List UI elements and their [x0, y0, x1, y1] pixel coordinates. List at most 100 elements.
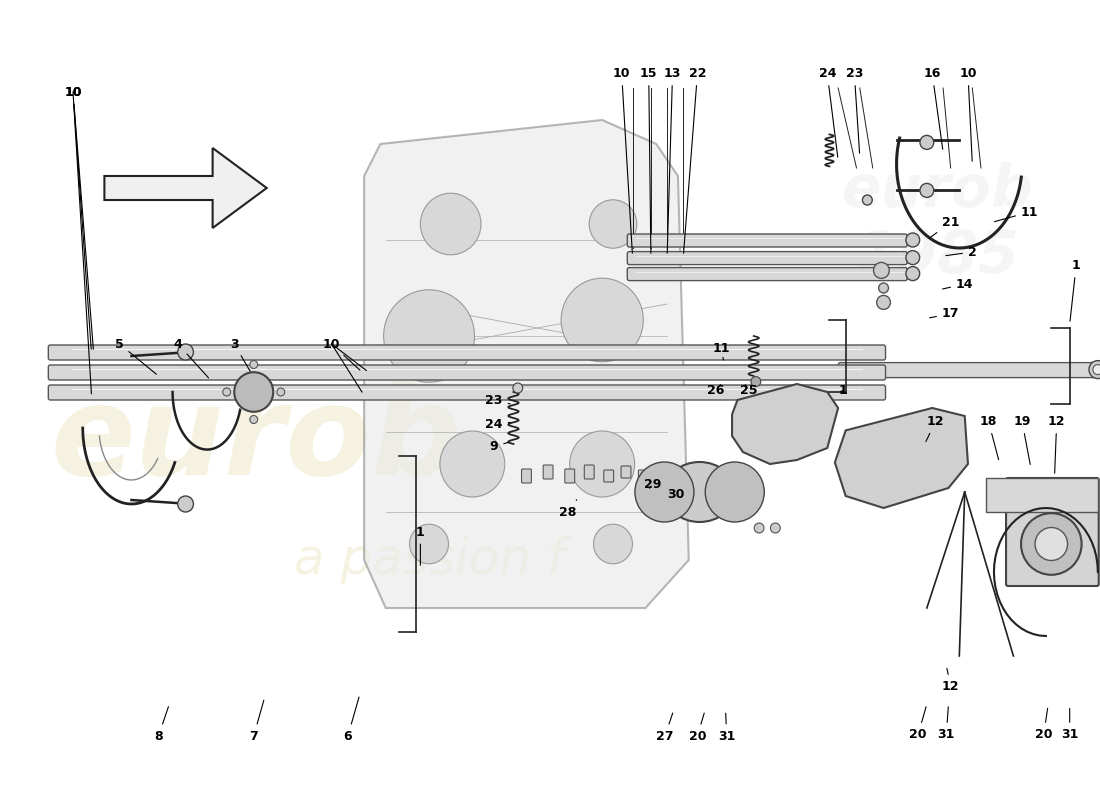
Text: 10: 10: [64, 86, 91, 350]
Text: 1: 1: [1070, 259, 1080, 322]
FancyBboxPatch shape: [627, 267, 908, 281]
FancyBboxPatch shape: [48, 345, 886, 360]
Text: 10: 10: [959, 67, 977, 162]
Circle shape: [920, 183, 934, 198]
Text: a passion f: a passion f: [294, 536, 564, 584]
Polygon shape: [364, 120, 689, 608]
FancyBboxPatch shape: [604, 470, 614, 482]
Text: eurob
1985: eurob 1985: [842, 162, 1034, 286]
Text: 22: 22: [683, 67, 706, 254]
Circle shape: [250, 415, 257, 423]
Text: 7: 7: [250, 700, 264, 742]
FancyBboxPatch shape: [838, 362, 1100, 378]
FancyBboxPatch shape: [1006, 478, 1099, 586]
Text: 21: 21: [930, 216, 959, 238]
Circle shape: [570, 431, 635, 497]
Circle shape: [277, 388, 285, 396]
Text: 12: 12: [942, 668, 959, 693]
Text: 25: 25: [739, 384, 757, 397]
Text: 24: 24: [485, 418, 510, 430]
Text: eurob: eurob: [51, 379, 461, 501]
FancyBboxPatch shape: [48, 385, 886, 400]
Circle shape: [862, 195, 872, 205]
Circle shape: [594, 524, 632, 564]
Text: 20: 20: [689, 713, 706, 742]
Text: 19: 19: [1013, 415, 1031, 465]
Text: 12: 12: [1048, 415, 1066, 474]
Text: 14: 14: [943, 278, 974, 290]
FancyBboxPatch shape: [543, 465, 553, 479]
FancyBboxPatch shape: [584, 465, 594, 479]
Text: 17: 17: [930, 307, 959, 320]
Polygon shape: [733, 384, 838, 464]
Text: 12: 12: [926, 415, 944, 442]
Text: 3: 3: [230, 338, 250, 371]
Circle shape: [751, 377, 761, 386]
Text: 8: 8: [154, 706, 168, 742]
Circle shape: [178, 496, 194, 512]
Text: 15: 15: [640, 67, 658, 254]
Text: 1: 1: [416, 526, 425, 566]
Text: 4: 4: [174, 338, 209, 378]
FancyBboxPatch shape: [48, 365, 886, 380]
FancyBboxPatch shape: [627, 234, 908, 247]
Circle shape: [877, 295, 891, 310]
Circle shape: [440, 431, 505, 497]
Text: 27: 27: [657, 713, 673, 742]
Circle shape: [178, 344, 194, 360]
Circle shape: [770, 523, 780, 533]
FancyBboxPatch shape: [521, 469, 531, 483]
Circle shape: [513, 383, 522, 393]
Text: 26: 26: [707, 384, 725, 397]
Text: 10: 10: [323, 338, 360, 370]
FancyBboxPatch shape: [638, 470, 648, 482]
Circle shape: [906, 233, 920, 247]
Text: 10: 10: [64, 86, 94, 350]
Text: 1: 1: [838, 384, 847, 397]
Text: 20: 20: [910, 706, 927, 741]
Circle shape: [879, 283, 889, 293]
Circle shape: [250, 361, 257, 369]
Circle shape: [920, 135, 934, 150]
Polygon shape: [104, 148, 266, 228]
Circle shape: [705, 462, 764, 522]
Circle shape: [1089, 361, 1100, 378]
Polygon shape: [987, 478, 1098, 512]
Text: 31: 31: [1062, 708, 1078, 741]
Text: 31: 31: [718, 713, 735, 742]
Text: 10: 10: [613, 67, 632, 254]
Circle shape: [420, 194, 481, 254]
Polygon shape: [835, 408, 968, 508]
Circle shape: [873, 262, 889, 278]
Text: 11: 11: [713, 342, 730, 360]
Circle shape: [384, 290, 474, 382]
Ellipse shape: [664, 462, 735, 522]
FancyBboxPatch shape: [621, 466, 631, 478]
FancyBboxPatch shape: [627, 251, 908, 265]
Circle shape: [409, 524, 449, 564]
Text: 24: 24: [818, 67, 838, 158]
Circle shape: [222, 388, 231, 396]
Text: 6: 6: [343, 697, 359, 742]
Text: 18: 18: [980, 415, 999, 460]
Circle shape: [755, 523, 764, 533]
Text: 23: 23: [846, 67, 864, 154]
Text: 31: 31: [937, 706, 955, 741]
FancyBboxPatch shape: [658, 466, 668, 478]
Circle shape: [1093, 365, 1100, 374]
Text: 30: 30: [667, 488, 684, 501]
Text: 11: 11: [994, 206, 1038, 222]
Text: 23: 23: [485, 394, 510, 406]
Circle shape: [906, 266, 920, 281]
FancyBboxPatch shape: [564, 469, 574, 483]
Circle shape: [635, 462, 694, 522]
Circle shape: [1035, 527, 1067, 561]
Text: 5: 5: [116, 338, 156, 374]
Circle shape: [1021, 514, 1081, 574]
Circle shape: [906, 250, 920, 265]
Text: 28: 28: [559, 500, 576, 518]
Text: 20: 20: [1035, 708, 1053, 741]
Text: 2: 2: [946, 246, 977, 258]
Text: 16: 16: [924, 67, 943, 150]
Text: 13: 13: [664, 67, 681, 254]
